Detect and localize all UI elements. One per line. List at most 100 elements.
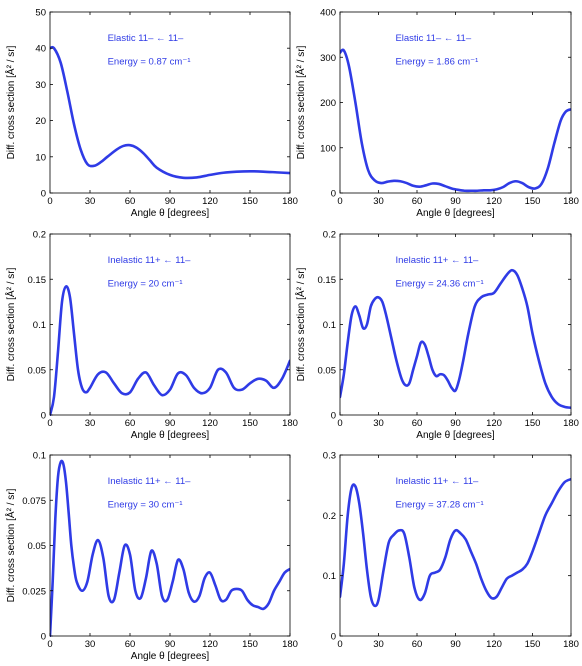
y-tick-label: 10 <box>35 152 46 163</box>
annotation-transition: Inelastic 11+ ← 11– <box>108 476 192 487</box>
y-tick-label: 0.1 <box>323 320 336 331</box>
x-axis-label: Angle θ [degrees] <box>131 651 210 662</box>
chart-panel-3: 0 30 60 90 120 150 180 0 0.05 0.1 0.15 0.2 Angle θ [… <box>4 230 298 442</box>
y-tick-label: 0.15 <box>28 275 47 286</box>
annotation-energy: Energy = 20 cm⁻¹ <box>108 278 183 289</box>
x-tick-label: 60 <box>412 639 423 650</box>
chart-panel-1: 0 30 60 90 120 150 180 0 10 20 30 40 50 Angle θ [degr… <box>4 8 298 220</box>
series-line <box>340 477 571 608</box>
y-tick-label: 30 <box>35 80 46 91</box>
y-tick-label: 0.1 <box>33 320 46 331</box>
chart-panel-4: 0 30 60 90 120 150 180 0 0.05 0.1 0.15 0.2 Angle θ [… <box>294 230 579 442</box>
y-tick-label: 0.1 <box>323 571 336 582</box>
annotation-transition: Elastic 11– ← 11– <box>395 33 471 44</box>
annotation-transition: Inelastic 11+ ← 11– <box>395 255 479 266</box>
y-tick-label: 0 <box>331 632 336 643</box>
x-tick-label: 150 <box>242 196 258 207</box>
y-tick-label: 400 <box>320 8 336 19</box>
x-tick-label: 180 <box>282 418 298 429</box>
y-tick-label: 0.3 <box>323 451 336 462</box>
x-axis-label: Angle θ [degrees] <box>416 208 495 219</box>
x-tick-label: 30 <box>373 418 384 429</box>
y-tick-label: 0 <box>41 189 46 200</box>
x-tick-label: 150 <box>242 418 258 429</box>
x-tick-label: 60 <box>125 418 136 429</box>
x-tick-label: 120 <box>202 418 218 429</box>
x-tick-label: 180 <box>563 639 579 650</box>
series-line <box>50 285 290 416</box>
y-tick-label: 200 <box>320 98 336 109</box>
y-tick-label: 0 <box>41 411 46 422</box>
series-line <box>50 45 290 180</box>
x-tick-label: 30 <box>85 418 96 429</box>
x-tick-label: 0 <box>47 196 52 207</box>
x-tick-label: 120 <box>202 639 218 650</box>
x-tick-label: 120 <box>486 418 502 429</box>
annotation-energy: Energy = 24.36 cm⁻¹ <box>395 278 483 289</box>
x-tick-label: 120 <box>486 196 502 207</box>
y-axis-label: Diff. cross section [Å² / sr] <box>4 267 17 381</box>
annotation-energy: Energy = 30 cm⁻¹ <box>108 499 183 510</box>
chart-panel-6: 0 30 60 90 120 150 180 0 0.1 0.2 0.3 Inelastic 11+ … <box>323 451 579 651</box>
y-tick-label: 0 <box>331 189 336 200</box>
annotation-transition: Inelastic 11+ ← 11– <box>108 255 192 266</box>
y-tick-label: 0.2 <box>33 230 46 241</box>
y-tick-label: 0.05 <box>28 365 47 376</box>
x-tick-label: 30 <box>373 639 384 650</box>
x-tick-label: 0 <box>47 418 52 429</box>
chart-panel-5: 0 30 60 90 120 150 180 0 0.025 0.05 0.075 0.1 Angle … <box>4 451 298 663</box>
y-tick-label: 300 <box>320 53 336 64</box>
series-line <box>340 268 571 410</box>
x-tick-label: 90 <box>165 196 176 207</box>
x-tick-label: 150 <box>525 196 541 207</box>
x-tick-label: 0 <box>337 639 342 650</box>
x-tick-label: 120 <box>486 639 502 650</box>
y-tick-label: 20 <box>35 116 46 127</box>
y-tick-label: 50 <box>35 8 46 19</box>
x-tick-label: 180 <box>563 196 579 207</box>
series-line <box>340 48 571 193</box>
x-tick-label: 180 <box>282 196 298 207</box>
x-axis-label: Angle θ [degrees] <box>131 430 210 441</box>
x-tick-label: 30 <box>85 196 96 207</box>
x-tick-label: 60 <box>412 418 423 429</box>
y-axis-label: Diff. cross section [Å² / sr] <box>4 488 17 602</box>
y-tick-label: 40 <box>35 44 46 55</box>
x-tick-label: 0 <box>337 418 342 429</box>
y-tick-label: 0.05 <box>318 365 337 376</box>
y-tick-label: 0.025 <box>22 586 46 597</box>
y-tick-label: 0.2 <box>323 511 336 522</box>
y-tick-label: 0.075 <box>22 496 46 507</box>
y-tick-label: 0.15 <box>318 275 337 286</box>
x-tick-label: 180 <box>282 639 298 650</box>
x-tick-label: 150 <box>525 418 541 429</box>
x-tick-label: 150 <box>525 639 541 650</box>
y-tick-label: 0 <box>41 632 46 643</box>
y-axis-label: Diff. cross section [Å² / sr] <box>294 45 307 159</box>
y-axis-label: Diff. cross section [Å² / sr] <box>4 45 17 159</box>
annotation-energy: Energy = 37.28 cm⁻¹ <box>395 499 483 510</box>
y-axis-label: Diff. cross section [Å² / sr] <box>294 267 307 381</box>
y-tick-label: 0 <box>331 411 336 422</box>
x-tick-label: 150 <box>242 639 258 650</box>
x-tick-label: 60 <box>125 196 136 207</box>
chart-panel-2: 0 30 60 90 120 150 180 0 100 200 300 400 Angle θ [de… <box>294 8 579 220</box>
x-tick-label: 60 <box>412 196 423 207</box>
y-tick-label: 100 <box>320 143 336 154</box>
x-tick-label: 0 <box>47 639 52 650</box>
x-axis-label: Angle θ [degrees] <box>131 208 210 219</box>
annotation-energy: Energy = 1.86 cm⁻¹ <box>395 56 478 67</box>
x-tick-label: 90 <box>165 639 176 650</box>
y-tick-label: 0.05 <box>28 541 47 552</box>
panels: 0 30 60 90 120 150 180 0 10 20 30 40 50 Angle θ [degr… <box>4 8 579 663</box>
x-axis-label: Angle θ [degrees] <box>416 430 495 441</box>
x-tick-label: 30 <box>85 639 96 650</box>
y-tick-label: 0.2 <box>323 230 336 241</box>
x-tick-label: 90 <box>450 196 461 207</box>
annotation-transition: Elastic 11– ← 11– <box>108 33 184 44</box>
x-tick-label: 90 <box>450 418 461 429</box>
x-tick-label: 0 <box>337 196 342 207</box>
x-tick-label: 90 <box>165 418 176 429</box>
x-tick-label: 30 <box>373 196 384 207</box>
